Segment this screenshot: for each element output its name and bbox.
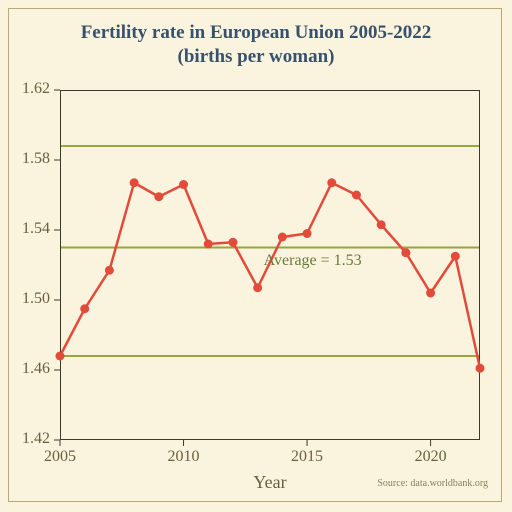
x-axis-title: Year xyxy=(170,472,370,493)
y-tick-label: 1.58 xyxy=(0,150,50,168)
average-label: Average = 1.53 xyxy=(264,252,362,270)
x-tick-label: 2015 xyxy=(291,448,323,466)
y-tick-label: 1.54 xyxy=(0,220,50,238)
plot-svg xyxy=(0,0,512,512)
x-tick-label: 2010 xyxy=(168,448,200,466)
source-text: Source: data.worldbank.org xyxy=(377,478,488,489)
y-tick-label: 1.46 xyxy=(0,360,50,378)
x-tick-label: 2020 xyxy=(415,448,447,466)
y-tick-label: 1.50 xyxy=(0,290,50,308)
x-tick-label: 2005 xyxy=(44,448,76,466)
y-tick-label: 1.42 xyxy=(0,430,50,448)
y-tick-label: 1.62 xyxy=(0,80,50,98)
